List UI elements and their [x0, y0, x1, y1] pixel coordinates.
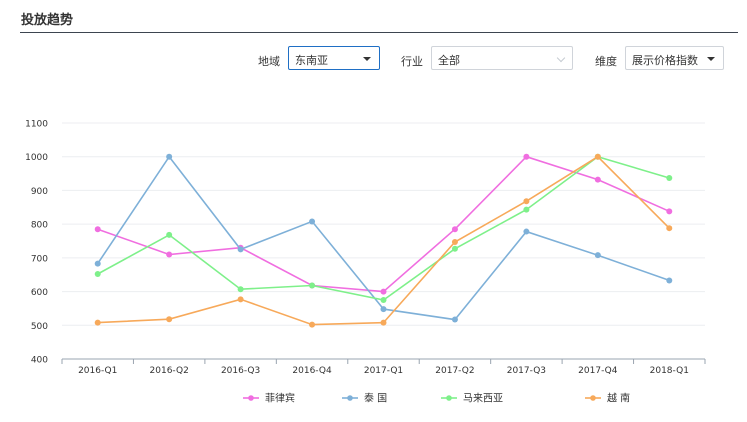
industry-select[interactable]: 全部: [431, 46, 573, 70]
series-line-malaysia: [97, 155, 670, 301]
legend-marker-vietnam: [590, 395, 596, 401]
legend-marker-malaysia: [446, 395, 452, 401]
data-point-malaysia[interactable]: [237, 286, 244, 293]
y-tick-label: 800: [31, 221, 48, 231]
y-tick-label: 1100: [25, 120, 48, 130]
data-point-thailand[interactable]: [309, 218, 316, 225]
region-select-value: 东南亚: [295, 54, 328, 67]
data-point-thailand[interactable]: [594, 252, 601, 259]
data-point-philippines[interactable]: [594, 176, 601, 183]
data-point-malaysia[interactable]: [166, 231, 173, 238]
chevron-down-icon: [707, 57, 715, 61]
data-point-thailand[interactable]: [380, 306, 387, 313]
data-point-malaysia[interactable]: [94, 271, 101, 278]
data-point-philippines[interactable]: [94, 226, 101, 233]
x-tick-label: 2016-Q1: [78, 366, 117, 376]
y-tick-label: 600: [31, 288, 48, 298]
region-filter-label: 地域: [258, 55, 280, 68]
series-layer: [94, 153, 673, 328]
section-title: 投放趋势: [21, 13, 74, 28]
data-point-philippines[interactable]: [166, 251, 173, 258]
x-tick-label: 2016-Q3: [221, 366, 260, 376]
y-tick-label: 1000: [25, 153, 48, 163]
data-point-vietnam[interactable]: [166, 316, 173, 323]
data-point-malaysia[interactable]: [380, 297, 387, 303]
grid-layer: [62, 122, 705, 326]
data-point-vietnam[interactable]: [94, 319, 101, 326]
legend: 菲律宾 泰 国 马来西亚 越 南: [243, 392, 630, 405]
legend-marker-thailand: [347, 395, 353, 401]
data-point-philippines[interactable]: [451, 226, 458, 233]
data-point-thailand[interactable]: [94, 260, 101, 267]
legend-label-malaysia[interactable]: 马来西亚: [463, 393, 503, 405]
axis-layer: 400 500 600 700 800 900 1000 1100 2016-Q1 2016-Q2…: [25, 120, 706, 376]
data-point-vietnam[interactable]: [237, 296, 244, 303]
y-tick-label: 500: [31, 322, 48, 332]
data-point-malaysia[interactable]: [523, 206, 530, 213]
x-tick-label: 2017-Q4: [578, 366, 618, 376]
section-header: 投放趋势: [20, 8, 738, 33]
data-point-vietnam[interactable]: [594, 153, 601, 160]
data-point-thailand[interactable]: [237, 246, 244, 253]
industry-select-value: 全部: [438, 54, 460, 67]
x-tick-label: 2016-Q2: [150, 366, 189, 376]
data-point-vietnam[interactable]: [309, 321, 316, 328]
x-tick-label: 2017-Q2: [435, 366, 474, 376]
dimension-select-value: 展示价格指数: [632, 54, 698, 67]
data-point-vietnam[interactable]: [451, 239, 458, 246]
chevron-down-icon: [363, 57, 371, 61]
data-point-thailand[interactable]: [166, 153, 173, 160]
data-point-philippines[interactable]: [380, 288, 387, 295]
legend-label-thailand[interactable]: 泰 国: [364, 392, 387, 405]
data-point-thailand[interactable]: [523, 228, 530, 235]
data-point-vietnam[interactable]: [523, 198, 530, 205]
x-tick-label: 2018-Q1: [650, 366, 689, 376]
data-point-philippines[interactable]: [523, 153, 530, 160]
y-tick-label: 700: [31, 254, 48, 264]
y-tick-label: 900: [31, 187, 48, 197]
data-point-thailand[interactable]: [451, 316, 458, 323]
data-point-vietnam[interactable]: [380, 319, 387, 326]
data-point-malaysia[interactable]: [451, 245, 458, 252]
data-point-philippines[interactable]: [666, 208, 673, 215]
legend-label-vietnam[interactable]: 越 南: [607, 392, 630, 405]
legend-label-philippines[interactable]: 菲律宾: [265, 392, 295, 405]
data-point-malaysia[interactable]: [309, 282, 316, 289]
data-point-thailand[interactable]: [666, 277, 673, 284]
legend-marker-philippines: [248, 395, 254, 401]
x-tick-label: 2017-Q1: [364, 366, 403, 376]
y-tick-label: 400: [31, 356, 48, 366]
industry-filter-label: 行业: [401, 55, 423, 68]
region-select[interactable]: 东南亚: [288, 46, 380, 70]
data-point-malaysia[interactable]: [666, 174, 673, 181]
x-tick-label: 2016-Q4: [292, 366, 332, 376]
dimension-select[interactable]: 展示价格指数: [625, 46, 724, 70]
x-tick-label: 2017-Q3: [507, 366, 546, 376]
dimension-filter-label: 维度: [595, 55, 617, 68]
data-point-vietnam[interactable]: [666, 225, 673, 232]
series-line-thailand: [97, 155, 670, 321]
